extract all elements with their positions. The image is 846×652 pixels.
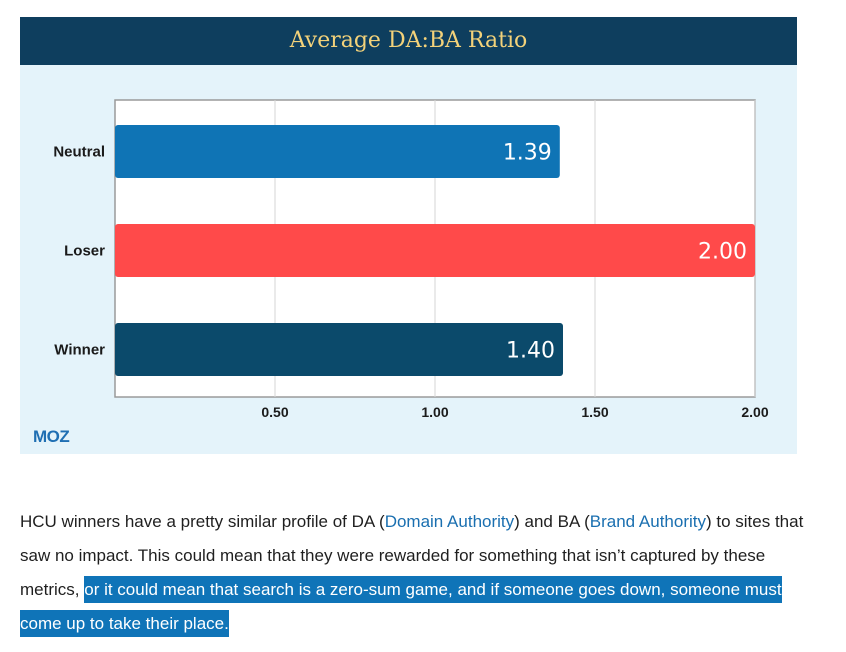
body-paragraph: HCU winners have a pretty similar profil… bbox=[20, 505, 810, 641]
x-tick-label: 2.00 bbox=[741, 404, 768, 420]
value-label-loser: 2.00 bbox=[698, 240, 747, 265]
category-labels: Neutral Loser Winner bbox=[53, 144, 105, 359]
domain-authority-link[interactable]: Domain Authority bbox=[384, 512, 515, 531]
category-label-loser: Loser bbox=[64, 243, 105, 260]
moz-logo: MOZ bbox=[33, 427, 70, 446]
paragraph-text-2: ) and BA ( bbox=[514, 512, 590, 531]
category-label-neutral: Neutral bbox=[53, 144, 105, 161]
chart-header: Average DA:BA Ratio bbox=[20, 17, 797, 65]
bar-winner bbox=[115, 323, 563, 376]
x-tick-label: 1.50 bbox=[581, 404, 608, 420]
brand-authority-link[interactable]: Brand Authority bbox=[589, 512, 706, 531]
chart-title: Average DA:BA Ratio bbox=[289, 28, 528, 53]
x-tick-label: 0.50 bbox=[261, 404, 288, 420]
chart-card: Average DA:BA Ratio Neutral Loser Winner 0… bbox=[20, 17, 797, 454]
value-label-neutral: 1.39 bbox=[503, 141, 552, 166]
bar-neutral bbox=[115, 125, 560, 178]
paragraph-text-1: HCU winners have a pretty similar profil… bbox=[20, 512, 385, 531]
x-tick-label: 1.00 bbox=[421, 404, 448, 420]
x-tick-labels: 0.50 1.00 1.50 2.00 bbox=[261, 404, 768, 420]
bars bbox=[115, 125, 755, 376]
category-label-winner: Winner bbox=[54, 342, 105, 359]
highlighted-text[interactable]: or it could mean that search is a zero-s… bbox=[20, 576, 782, 637]
value-labels: 1.39 2.00 1.40 bbox=[503, 141, 747, 364]
bar-loser bbox=[115, 224, 755, 277]
bar-chart: Neutral Loser Winner 0.50 1.00 1.50 2.00 1.39… bbox=[53, 99, 769, 420]
paragraph-text-3: ) to sites that saw no impact. This coul… bbox=[20, 512, 804, 599]
value-label-winner: 1.40 bbox=[506, 339, 555, 364]
